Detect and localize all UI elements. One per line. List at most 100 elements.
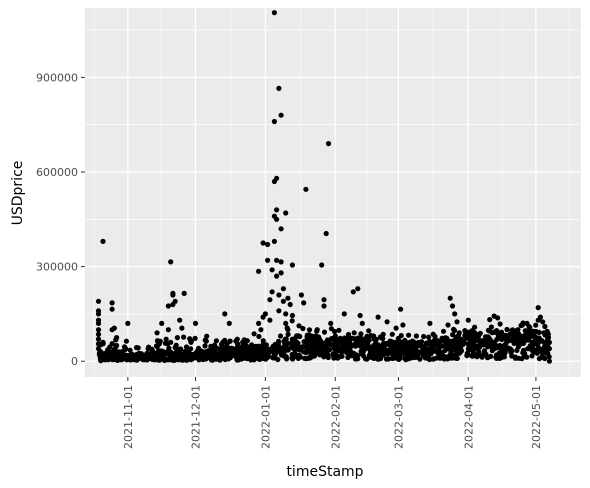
data-point — [95, 320, 102, 326]
data-point — [366, 328, 372, 334]
data-point — [253, 347, 259, 353]
data-point — [544, 328, 550, 334]
data-point — [285, 327, 291, 333]
data-point — [349, 353, 355, 359]
data-point — [278, 259, 284, 265]
data-point — [306, 332, 312, 338]
data-point — [373, 336, 379, 342]
data-point — [188, 346, 194, 352]
data-point — [258, 327, 264, 333]
data-point — [125, 320, 131, 326]
data-point — [427, 320, 433, 326]
data-point — [533, 322, 539, 328]
data-point — [262, 311, 268, 317]
data-point — [136, 350, 142, 356]
data-point — [307, 354, 313, 360]
data-point — [202, 343, 208, 349]
data-point — [510, 333, 516, 339]
data-point — [402, 337, 408, 343]
data-point — [387, 338, 393, 344]
data-point — [406, 332, 412, 338]
data-point — [316, 340, 322, 347]
data-point — [238, 350, 244, 356]
data-point — [497, 342, 503, 349]
data-point — [163, 336, 169, 342]
data-point — [539, 354, 545, 360]
data-point — [147, 356, 153, 362]
data-point — [109, 306, 115, 312]
data-point — [325, 352, 331, 358]
data-point — [95, 298, 102, 304]
data-point — [396, 356, 402, 362]
data-point — [260, 240, 266, 246]
data-point — [447, 295, 453, 301]
data-point — [341, 311, 347, 317]
data-point — [208, 353, 214, 360]
data-point — [358, 331, 364, 337]
data-point — [521, 347, 527, 353]
data-point — [294, 339, 300, 345]
data-point — [357, 312, 363, 319]
x-axis-title: timeStamp — [286, 464, 363, 480]
data-point — [256, 320, 262, 326]
data-point — [482, 350, 488, 356]
data-point — [161, 349, 167, 355]
data-point — [199, 355, 205, 361]
data-point — [476, 338, 482, 344]
data-point — [483, 336, 489, 342]
data-point — [434, 349, 440, 355]
data-point — [452, 347, 458, 353]
data-point — [532, 347, 538, 353]
data-point — [188, 339, 194, 345]
data-point — [483, 341, 489, 347]
data-point — [420, 353, 427, 359]
data-point — [347, 348, 353, 354]
data-point — [456, 330, 462, 336]
x-tick-label: 2021-12-01 — [189, 385, 202, 449]
data-point — [109, 300, 115, 306]
data-point — [278, 348, 284, 354]
data-point — [465, 317, 471, 323]
data-point — [401, 344, 407, 351]
data-point — [416, 340, 422, 347]
data-point — [277, 333, 284, 339]
y-tick-label: 0 — [71, 355, 78, 368]
data-point — [524, 354, 530, 360]
data-point — [276, 344, 282, 350]
data-point — [543, 350, 549, 356]
data-point — [429, 345, 435, 351]
data-point — [289, 262, 295, 268]
data-point — [168, 353, 174, 359]
x-tick-label: 2022-02-01 — [329, 385, 342, 449]
data-point — [350, 289, 356, 295]
data-point — [323, 345, 329, 351]
data-point — [123, 338, 129, 344]
data-point — [192, 320, 199, 326]
data-point — [112, 356, 118, 363]
data-point — [283, 320, 289, 326]
data-point — [465, 341, 471, 347]
data-point — [364, 336, 370, 342]
data-point — [141, 353, 147, 360]
x-tick-label: 2022-04-01 — [462, 385, 475, 449]
data-point — [537, 346, 543, 352]
data-point — [470, 353, 476, 359]
data-point — [452, 311, 458, 317]
data-point — [249, 342, 255, 348]
data-point — [393, 339, 400, 345]
data-point — [324, 341, 331, 347]
data-point — [323, 230, 329, 237]
data-point — [519, 322, 526, 328]
data-point — [285, 331, 291, 337]
data-point — [204, 333, 210, 339]
data-point — [534, 340, 540, 346]
data-point — [213, 350, 219, 356]
data-point — [111, 325, 117, 331]
data-points — [95, 10, 553, 364]
data-point — [181, 290, 187, 296]
data-point — [190, 352, 196, 358]
data-point — [301, 300, 307, 306]
data-point — [535, 305, 541, 311]
data-point — [420, 346, 426, 352]
